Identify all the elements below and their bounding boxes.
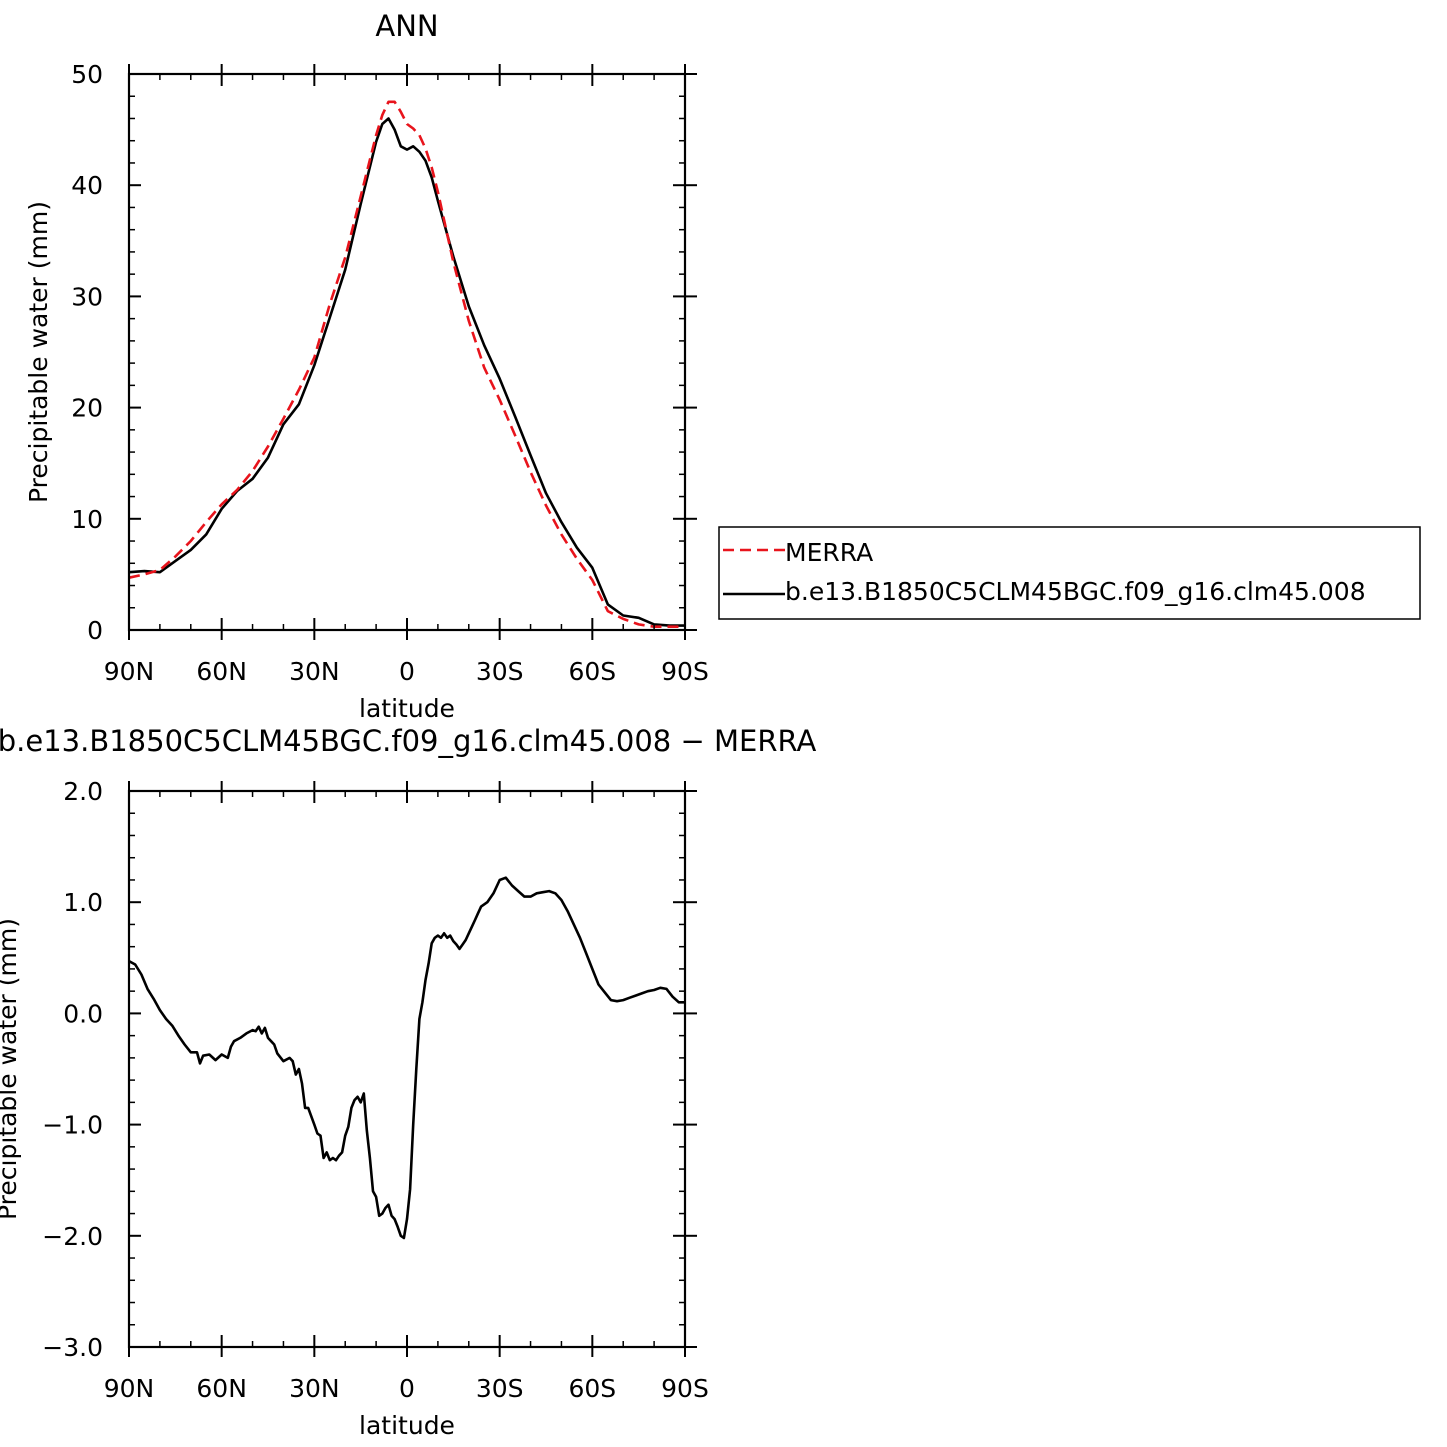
y-tick-label: 20 xyxy=(71,394,103,423)
y-tick-label: 2.0 xyxy=(63,777,103,806)
legend-label-model: b.e13.B1850C5CLM45BGC.f09_g16.clm45.008 xyxy=(785,577,1366,606)
panel-title: b.e13.B1850C5CLM45BGC.f09_g16.clm45.008 … xyxy=(0,724,816,758)
climatology-panel: ANN 90N 60N 30N 0 30S 60S 90S 0 10 20 30 40 50 latit… xyxy=(24,9,709,723)
difference-panel: b.e13.B1850C5CLM45BGC.f09_g16.clm45.008 … xyxy=(0,724,816,1440)
x-tick-label: 60S xyxy=(568,657,616,686)
y-tick-label: −2.0 xyxy=(42,1222,103,1251)
y-axis-label: Precipitable water (mm) xyxy=(0,918,22,1220)
x-tick-label: 60N xyxy=(196,1374,247,1403)
series-group xyxy=(128,876,685,1240)
series-group xyxy=(128,100,685,629)
legend-label-merra: MERRA xyxy=(785,538,873,567)
x-tick-label: 30N xyxy=(289,657,340,686)
y-tick-label: −1.0 xyxy=(42,1111,103,1140)
y-axis-label: Precipitable water (mm) xyxy=(24,201,53,503)
plot-frame xyxy=(127,789,687,1349)
x-tick-label: 90N xyxy=(104,657,155,686)
x-tick-label: 90N xyxy=(104,1374,155,1403)
y-tick-label: 40 xyxy=(71,171,103,200)
y-tick-label: 10 xyxy=(71,505,103,534)
axis-ticks: 90N 60N 30N 0 30S 60S 90S 0 10 20 30 40 50 xyxy=(71,60,709,686)
series-line-b-e13-b1850c5clm45bgc-f09-g16-clm45-008 xyxy=(128,117,685,627)
x-tick-label: 0 xyxy=(399,1374,415,1403)
y-tick-label: −3.0 xyxy=(42,1333,103,1362)
x-tick-label: 90S xyxy=(661,657,709,686)
y-tick-label: 30 xyxy=(71,282,103,311)
legend-box xyxy=(718,526,1421,620)
x-tick-label: 30S xyxy=(476,657,524,686)
series-line-merra xyxy=(128,100,685,629)
y-tick-label: 50 xyxy=(71,60,103,89)
plot-frame xyxy=(127,72,687,632)
x-axis-label: latitude xyxy=(359,1411,455,1440)
x-tick-label: 90S xyxy=(661,1374,709,1403)
x-tick-label: 0 xyxy=(399,657,415,686)
series-line-difference xyxy=(128,876,685,1240)
x-axis-label: latitude xyxy=(359,694,455,723)
y-tick-label: 0 xyxy=(87,616,103,645)
axis-ticks: 90N 60N 30N 0 30S 60S 90S −3.0 −2.0 −1.0 0.0 1.0 2.0 xyxy=(42,777,709,1403)
x-tick-label: 30S xyxy=(476,1374,524,1403)
x-tick-label: 30N xyxy=(289,1374,340,1403)
x-tick-label: 60S xyxy=(568,1374,616,1403)
panel-title: ANN xyxy=(375,9,438,43)
y-tick-label: 0.0 xyxy=(63,999,103,1028)
y-tick-label: 1.0 xyxy=(63,888,103,917)
x-tick-label: 60N xyxy=(196,657,247,686)
legend: MERRA b.e13.B1850C5CLM45BGC.f09_g16.clm4… xyxy=(718,526,1421,620)
